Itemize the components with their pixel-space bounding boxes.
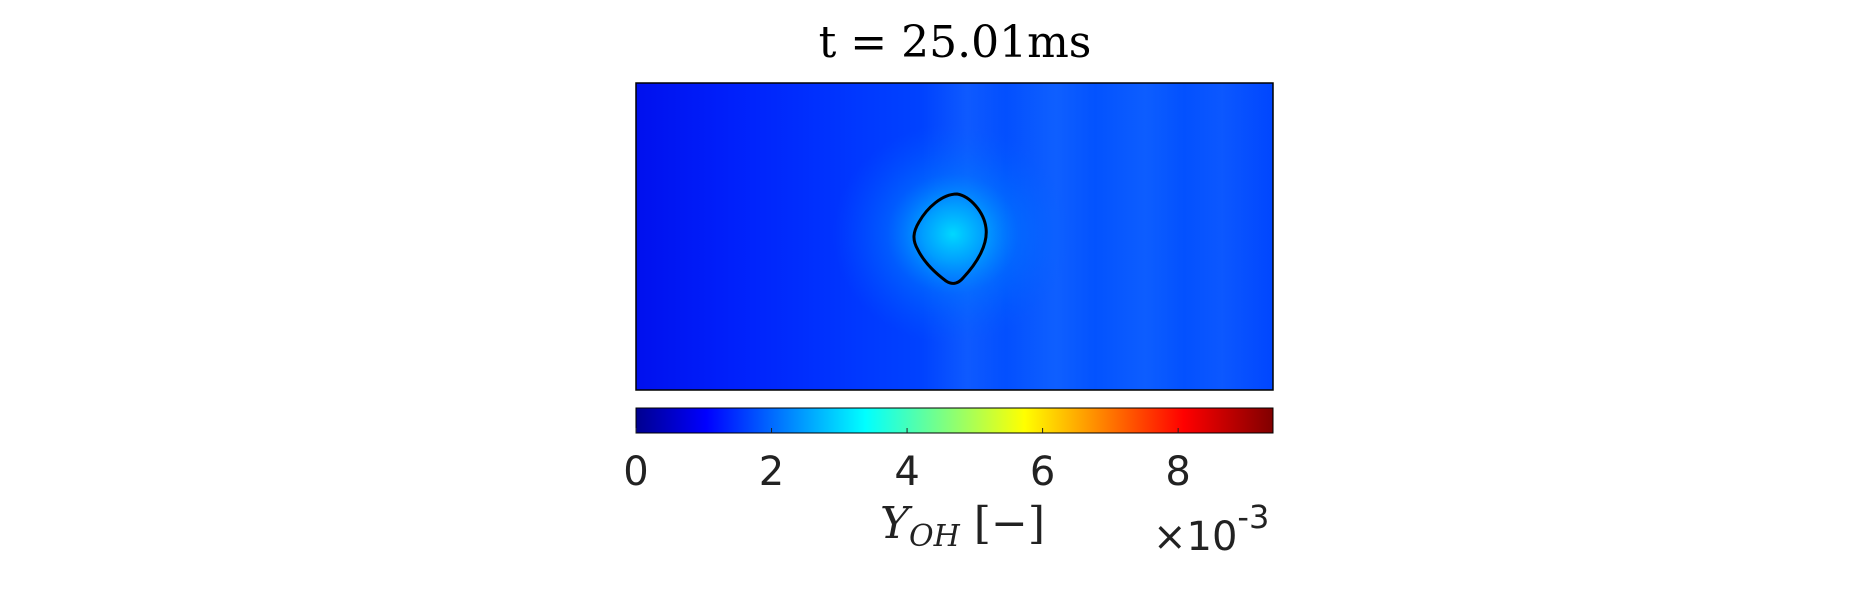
colorbar (635, 407, 1274, 434)
plot-frame (635, 82, 1274, 391)
colorbar-label-sub: OH (909, 519, 961, 554)
colorbar-tick-label: 0 (623, 449, 648, 495)
colorbar-label-main: Y (880, 498, 913, 549)
colorbar-label: YOH [−] (880, 498, 1045, 554)
colorbar-tick-label: 2 (759, 449, 784, 495)
colorbar-label-suffix: [−] (960, 498, 1045, 549)
colorbar-tick-label: 8 (1165, 449, 1190, 495)
heatmap-field (636, 83, 1273, 390)
exponent-prefix: ×10 (1153, 514, 1237, 560)
hot-spot-glow (833, 124, 1073, 344)
colorbar-tick-label: 6 (1030, 449, 1055, 495)
chart-title: t = 25.01ms (819, 17, 1092, 68)
colorbar-tick-label: 4 (894, 449, 919, 495)
iso-contour (912, 192, 988, 285)
colorbar-ticks: 0 2 4 6 8 (623, 428, 1191, 495)
exponent-power: -3 (1237, 498, 1269, 536)
colorbar-exponent: ×10-3 (1153, 498, 1269, 560)
